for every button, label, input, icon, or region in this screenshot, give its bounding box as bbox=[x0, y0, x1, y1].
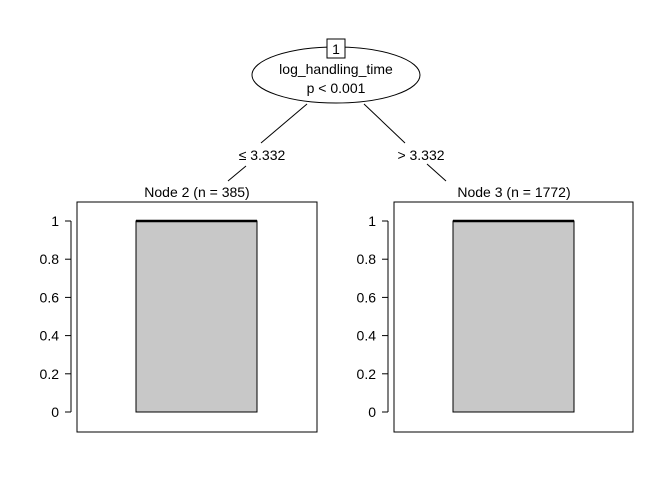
root-node: 1 log_handling_time p < 0.001 bbox=[251, 38, 421, 104]
root-node-p-value: p < 0.001 bbox=[307, 80, 366, 96]
edge-line-right-lower bbox=[426, 163, 447, 182]
node-3-y-axis: 0 0.2 0.4 0.6 0.8 1 bbox=[357, 213, 389, 420]
box-iqr bbox=[135, 220, 258, 413]
y-axis-tick-label: 0.6 bbox=[40, 289, 60, 305]
node-2-y-axis: 0 0.2 0.4 0.6 0.8 1 bbox=[40, 213, 72, 420]
edge-line-right-upper bbox=[363, 103, 406, 144]
node-3-title: Node 3 (n = 1772) bbox=[457, 184, 570, 200]
box-iqr bbox=[452, 220, 575, 413]
edge-line-left-lower bbox=[227, 165, 247, 182]
node-2-boxplot bbox=[135, 219, 258, 413]
y-axis-tick-label: 0 bbox=[51, 404, 59, 420]
y-axis-tick-label: 0.8 bbox=[357, 251, 377, 267]
edge-label-left: ≤ 3.332 bbox=[239, 147, 286, 163]
y-axis-tick-label: 1 bbox=[368, 213, 376, 229]
y-axis-tick-label: 0.4 bbox=[357, 328, 377, 344]
y-axis-tick-label: 0.8 bbox=[40, 251, 60, 267]
y-axis-tick-label: 0.2 bbox=[40, 366, 60, 382]
root-node-variable: log_handling_time bbox=[279, 61, 393, 77]
node-2-title: Node 2 (n = 385) bbox=[144, 184, 249, 200]
y-axis-tick-label: 0.4 bbox=[40, 328, 60, 344]
terminal-node-2: Node 2 (n = 385) 0 0.2 0.4 0.6 0.8 1 bbox=[40, 184, 318, 433]
edge-label-right: > 3.332 bbox=[397, 147, 444, 163]
edge-line-left-upper bbox=[260, 103, 308, 144]
terminal-node-3: Node 3 (n = 1772) 0 0.2 0.4 0.6 0.8 1 bbox=[357, 184, 634, 433]
root-node-id: 1 bbox=[332, 41, 340, 57]
root-node-id-box bbox=[326, 38, 346, 59]
y-axis-tick-label: 1 bbox=[51, 213, 59, 229]
y-axis-tick-label: 0.2 bbox=[357, 366, 377, 382]
y-axis-tick-label: 0.6 bbox=[357, 289, 377, 305]
y-axis-tick-label: 0 bbox=[368, 404, 376, 420]
node-3-boxplot bbox=[452, 219, 575, 413]
